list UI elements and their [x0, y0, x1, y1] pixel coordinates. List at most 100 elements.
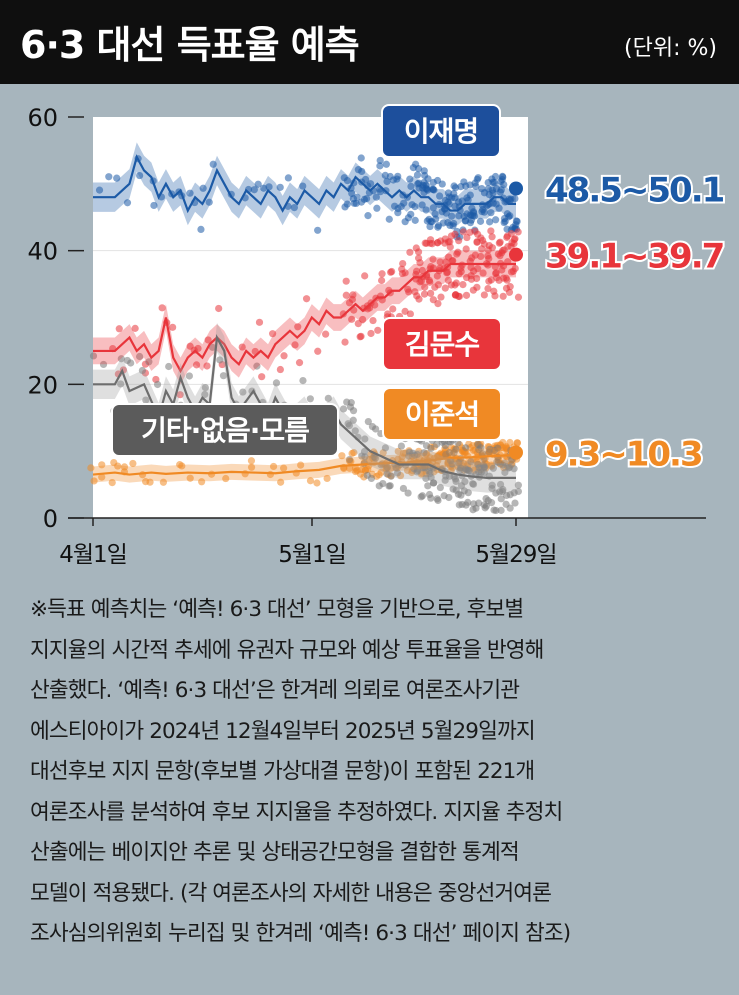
series-label-badge: 김문수 [382, 317, 502, 371]
poll-dot [295, 359, 304, 367]
poll-dot [349, 407, 358, 415]
poll-dot [480, 291, 488, 299]
poll-dot [238, 343, 246, 351]
trend-line [93, 154, 516, 214]
note-line: ※득표 예측치는 ‘예측! 6·3 대선’ 모형을 기반으로, 후보별 [30, 597, 524, 622]
poll-dot [302, 295, 311, 303]
poll-dot [497, 506, 505, 514]
poll-dot [406, 310, 414, 318]
poll-dot [420, 290, 429, 298]
poll-dot [386, 172, 394, 181]
poll-dot [131, 324, 139, 332]
poll-dot [462, 291, 471, 299]
poll-dot [497, 495, 505, 503]
poll-dot [418, 201, 426, 209]
poll-dot [269, 330, 277, 338]
poll-dot [87, 464, 95, 472]
final-marker [509, 181, 523, 196]
poll-dot [494, 444, 502, 452]
poll-dot [260, 184, 268, 192]
poll-dot [90, 477, 98, 485]
poll-dot [463, 194, 471, 202]
series-label-badge: 이준석 [382, 387, 502, 441]
poll-dot [455, 237, 463, 245]
poll-dot [255, 318, 264, 326]
poll-dot [343, 200, 351, 208]
poll-dot [145, 358, 153, 366]
note-line: 에스티아이가 2024년 12월4일부터 2025년 5월29일까지 [30, 718, 536, 744]
note-line: 조사심의위원회 누리집 및 한겨레 ‘예측! 6·3 대선’ 페이지 참조) [30, 921, 571, 946]
poll-dot [265, 183, 273, 191]
poll-dot [219, 372, 228, 380]
poll-dot [450, 182, 458, 190]
poll-dot [387, 268, 395, 276]
poll-dot [349, 291, 357, 299]
poll-dot [413, 450, 421, 459]
final-marker [509, 445, 523, 460]
poll-dot [394, 172, 402, 180]
poll-dot [506, 283, 514, 291]
poll-dot [434, 300, 442, 308]
poll-dot [277, 478, 285, 486]
poll-dot [462, 501, 470, 509]
poll-dot [463, 233, 471, 242]
poll-dot [514, 293, 523, 301]
poll-dot [378, 276, 386, 285]
poll-dot [127, 359, 135, 367]
poll-dot [324, 394, 332, 402]
poll-dots-1 [109, 227, 523, 399]
poll-dot [381, 444, 390, 452]
poll-dot [404, 489, 412, 497]
poll-dot [454, 439, 462, 447]
poll-dot [436, 192, 444, 200]
poll-dot [120, 463, 129, 471]
badge-text: 기타·없음·모름 [141, 414, 309, 447]
poll-dot [487, 276, 495, 284]
poll-dot [185, 372, 193, 380]
poll-dot [506, 212, 514, 220]
poll-dot [272, 379, 281, 387]
poll-dot [371, 454, 380, 462]
poll-dot [258, 373, 266, 381]
poll-dot [429, 204, 437, 212]
poll-dot [345, 421, 354, 430]
poll-dot [500, 181, 508, 189]
poll-dot [469, 480, 478, 488]
poll-dot [364, 212, 372, 220]
poll-dot [467, 457, 475, 466]
poll-dot [506, 504, 514, 512]
forecast-chart: 0 20 40 60 4월1일 5월1일 5월29일 48.5~50.1 39.1~39.7 9.… [27, 104, 728, 568]
poll-dots-3 [89, 343, 523, 515]
poll-dot [450, 190, 458, 198]
poll-dot [488, 233, 496, 241]
poll-dot [247, 463, 256, 471]
poll-dot [366, 180, 375, 188]
poll-dot [461, 478, 469, 486]
poll-dot [490, 506, 498, 514]
poll-dot [433, 440, 441, 448]
poll-dot [507, 229, 516, 238]
poll-dot [459, 281, 467, 289]
poll-dot [379, 479, 387, 488]
poll-dot [512, 217, 520, 225]
poll-dot [492, 269, 500, 278]
poll-dot [386, 482, 394, 490]
poll-dot [374, 326, 382, 334]
poll-dot [492, 216, 500, 224]
poll-dot [489, 464, 497, 472]
poll-dot [413, 171, 422, 179]
poll-dot [476, 217, 485, 225]
poll-dot [341, 338, 349, 346]
badge-text: 이준석 [405, 398, 479, 431]
poll-dot [389, 305, 397, 313]
poll-dot [487, 227, 495, 235]
poll-dot [314, 226, 322, 234]
poll-dot [399, 484, 408, 493]
poll-dot [511, 264, 519, 273]
forecast-range-label: 9.3~10.3 [545, 435, 702, 475]
poll-dot [394, 209, 402, 217]
poll-dot [299, 182, 307, 190]
poll-dot [358, 167, 366, 176]
poll-dot [323, 474, 331, 483]
poll-dot [424, 482, 432, 490]
